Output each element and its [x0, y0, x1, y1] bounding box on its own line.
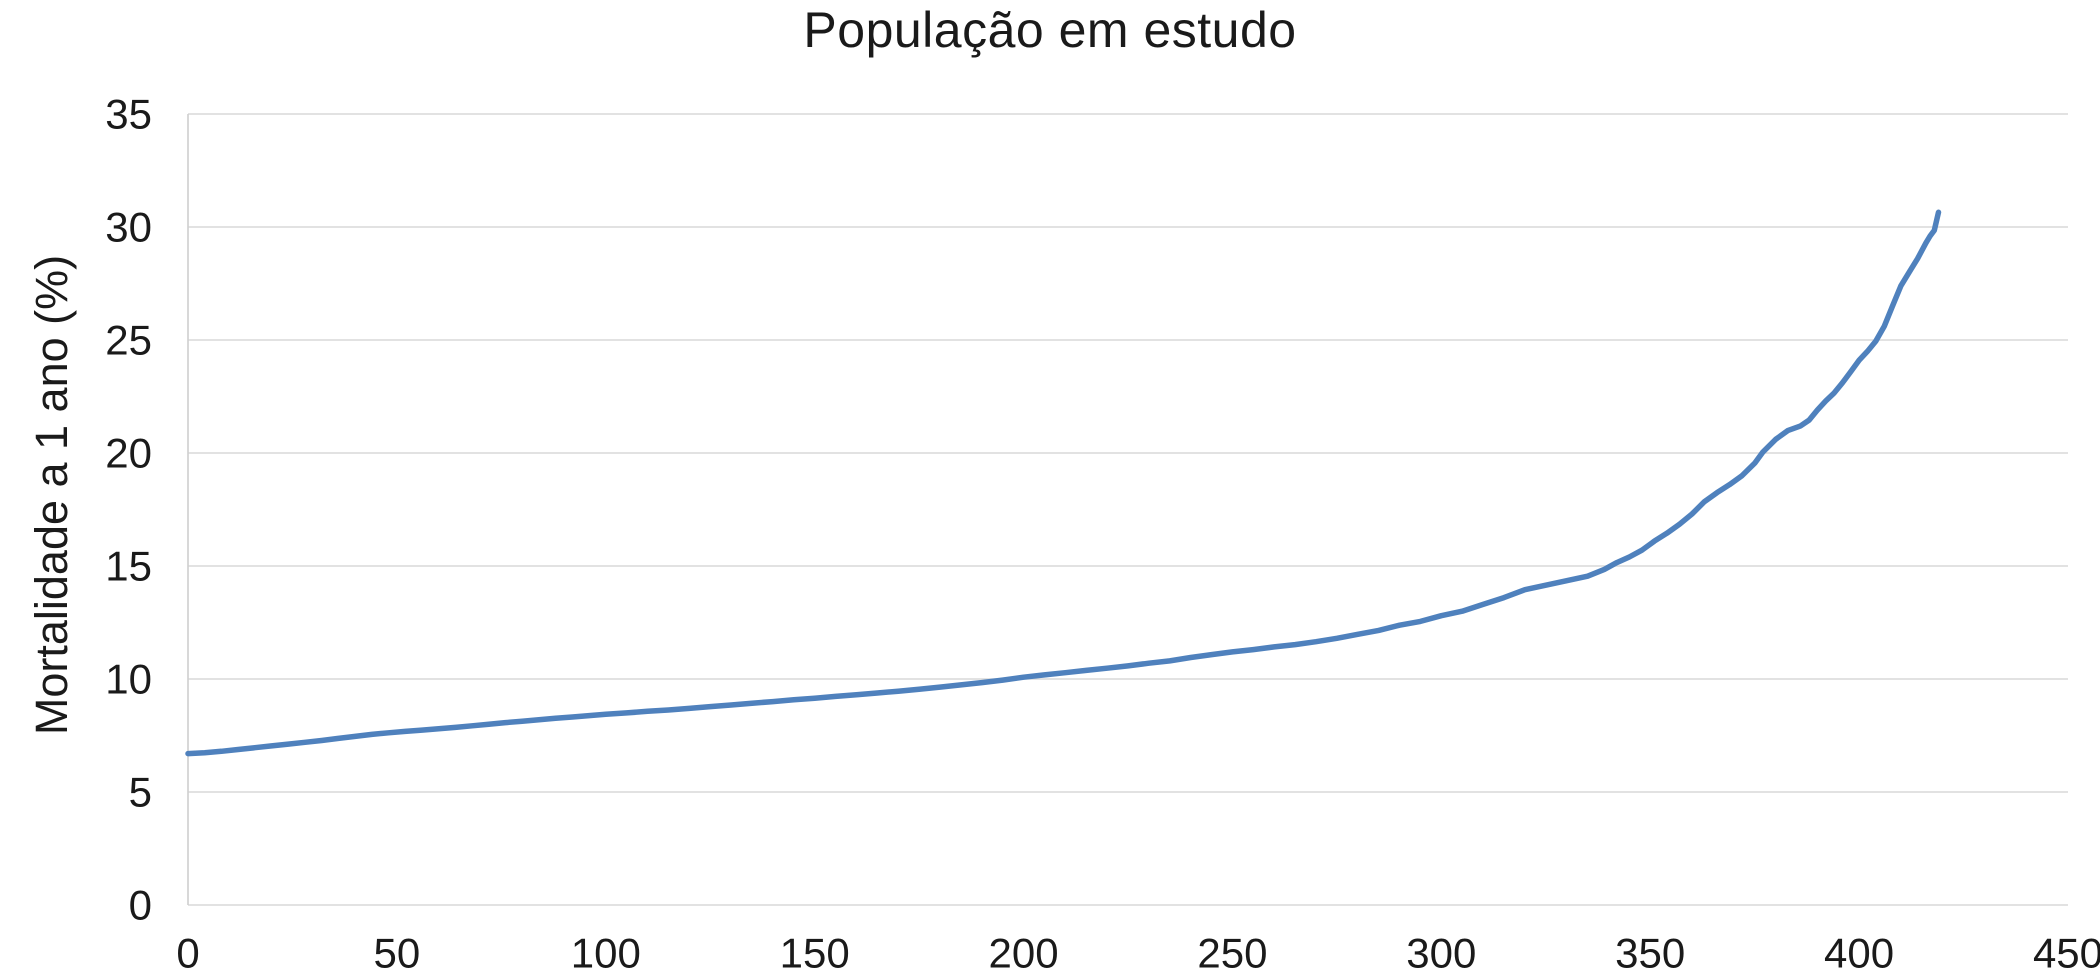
x-tick-label: 50	[374, 930, 421, 976]
x-tick-label: 100	[571, 930, 641, 976]
x-tick-label: 250	[1197, 930, 1267, 976]
y-tick-label: 15	[105, 543, 152, 590]
x-tick-label: 150	[780, 930, 850, 976]
x-tick-label: 400	[1824, 930, 1894, 976]
chart-title: População em estudo	[803, 2, 1297, 58]
x-tick-label: 450	[2033, 930, 2100, 976]
y-tick-label: 30	[105, 204, 152, 251]
x-tick-label: 200	[989, 930, 1059, 976]
y-tick-label: 5	[129, 769, 152, 816]
data-line	[185, 209, 1942, 757]
y-tick-label: 25	[105, 317, 152, 364]
y-tick-label: 35	[105, 91, 152, 138]
x-tick-label: 300	[1406, 930, 1476, 976]
x-tick-label: 0	[176, 930, 199, 976]
y-tick-label: 20	[105, 430, 152, 477]
y-tick-label: 0	[129, 882, 152, 929]
x-tick-label: 350	[1615, 930, 1685, 976]
y-tick-label: 10	[105, 656, 152, 703]
